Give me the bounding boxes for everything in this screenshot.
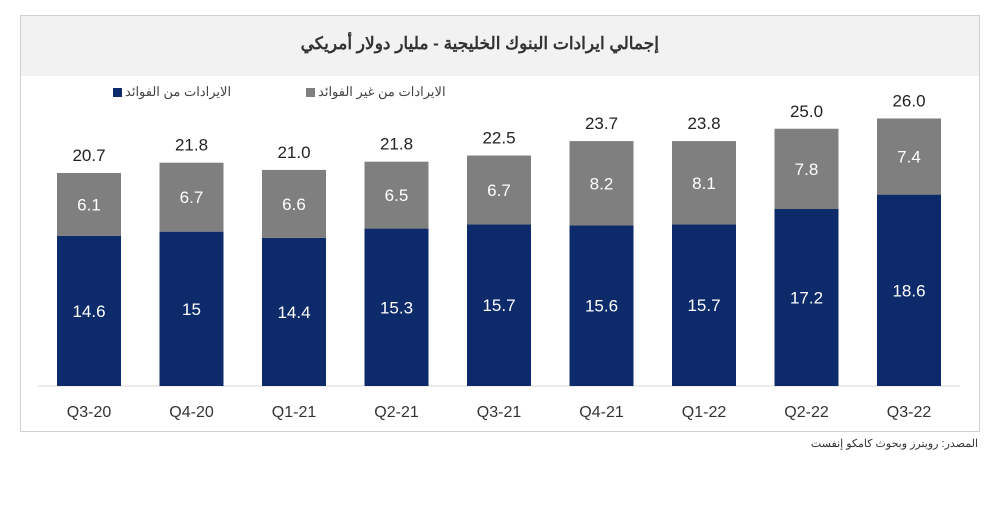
- bar-interest: [57, 235, 121, 386]
- bar-noninterest: [467, 155, 531, 225]
- chart-title: إجمالي ايرادات البنوك الخليجية - مليار د…: [300, 34, 659, 53]
- legend-item-noninterest: الايرادات من غير الفوائد: [306, 84, 446, 100]
- legend-swatch-noninterest: [306, 87, 315, 97]
- source-note: المصدر: رويترز وبحوث كامكو إنفست: [810, 438, 978, 450]
- x-tick-label: Q1-21: [272, 404, 317, 421]
- data-label-interest: 14.4: [277, 303, 310, 322]
- x-tick-label: Q4-21: [579, 404, 624, 421]
- legend-label-noninterest: الايرادات من غير الفوائد: [318, 84, 446, 99]
- data-label-total: 21.8: [175, 136, 208, 155]
- x-tick-label: Q3-22: [887, 404, 932, 421]
- data-label-noninterest: 6.5: [385, 186, 409, 205]
- data-label-interest: 18.6: [892, 281, 925, 300]
- bar-interest: [467, 224, 531, 386]
- bar-noninterest: [262, 169, 326, 238]
- bar-interest: [364, 228, 429, 386]
- data-label-noninterest: 6.1: [77, 195, 101, 214]
- data-label-interest: 14.6: [72, 302, 105, 321]
- x-tick-label: Q2-22: [784, 404, 829, 421]
- data-label-total: 23.7: [585, 114, 618, 133]
- data-label-noninterest: 6.7: [487, 181, 511, 200]
- bar-interest: [262, 237, 326, 386]
- bar-interest: [159, 231, 224, 386]
- bar-noninterest: [672, 141, 736, 225]
- data-label-noninterest: 7.4: [897, 148, 921, 167]
- data-label-total: 22.5: [482, 129, 515, 148]
- bar-noninterest: [57, 172, 121, 236]
- data-label-noninterest: 6.6: [282, 195, 306, 214]
- data-label-total: 21.8: [380, 135, 413, 154]
- data-label-interest: 15.3: [380, 298, 413, 317]
- bar-noninterest: [569, 141, 634, 226]
- title-bar: إجمالي ايرادات البنوك الخليجية - مليار د…: [21, 16, 979, 76]
- x-tick-label: Q3-21: [477, 404, 522, 421]
- data-label-interest: 17.2: [790, 289, 823, 308]
- data-label-total: 21.0: [277, 143, 310, 162]
- bar-noninterest: [364, 161, 429, 229]
- data-label-total: 26.0: [892, 91, 925, 110]
- bar-interest: [877, 194, 941, 386]
- data-label-noninterest: 6.7: [180, 188, 204, 207]
- data-label-noninterest: 7.8: [795, 160, 819, 179]
- x-tick-label: Q4-20: [169, 404, 214, 421]
- bar-interest: [774, 209, 839, 386]
- bar-noninterest: [877, 118, 941, 195]
- x-tick-label: Q1-22: [682, 404, 727, 421]
- legend-item-interest: الايرادات من الفوائد: [113, 84, 231, 100]
- bar-noninterest: [774, 128, 839, 210]
- bar-interest: [672, 224, 736, 386]
- data-label-total: 25.0: [790, 102, 823, 121]
- data-label-interest: 15: [182, 300, 201, 319]
- data-label-noninterest: 8.2: [590, 174, 614, 193]
- legend-label-interest: الايرادات من الفوائد: [125, 84, 232, 99]
- data-label-noninterest: 8.1: [692, 174, 716, 193]
- x-tick-label: Q3-20: [67, 404, 112, 421]
- bar-noninterest: [159, 162, 224, 232]
- data-label-interest: 15.6: [585, 297, 618, 316]
- data-label-total: 23.8: [687, 114, 720, 133]
- data-label-interest: 15.7: [687, 296, 720, 315]
- legend-swatch-interest: [113, 87, 122, 97]
- data-label-total: 20.7: [72, 146, 105, 165]
- x-tick-label: Q2-21: [374, 404, 419, 421]
- bar-interest: [569, 225, 634, 386]
- data-label-interest: 15.7: [482, 296, 515, 315]
